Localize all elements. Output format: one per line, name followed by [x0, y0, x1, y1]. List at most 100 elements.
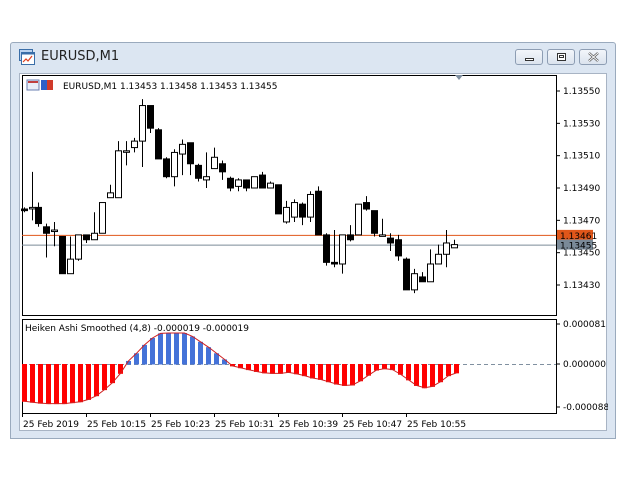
histogram-bar — [166, 333, 171, 365]
time-tick-label: 25 Feb 10:39 — [279, 420, 338, 430]
bid-price-label: 1.13455 — [560, 242, 597, 252]
bull-candle — [339, 234, 346, 265]
chart-window: EURUSD,M1 1.13550 1.13530 1.13510 1.13490 1.… — [10, 42, 616, 439]
histogram-bar — [310, 364, 315, 379]
histogram-bar — [142, 344, 147, 365]
price-tick-label: 1.13550 — [563, 87, 600, 97]
histogram-bar — [302, 364, 307, 377]
chart-template-icon[interactable] — [26, 79, 40, 91]
trade-panel-icon-blue[interactable] — [41, 80, 47, 90]
histogram-bar — [118, 364, 123, 374]
bear-candle — [35, 206, 42, 225]
title-bar[interactable]: EURUSD,M1 — [11, 43, 615, 71]
chart-canvas[interactable]: 1.13550 1.13530 1.13510 1.13490 1.13470 1.134… — [20, 74, 608, 432]
indicator-tick-label: 0.000081 — [563, 320, 606, 330]
histogram-bar — [222, 359, 227, 365]
close-button[interactable] — [579, 49, 607, 65]
price-tick-label: 1.13490 — [563, 184, 600, 194]
bear-candle — [21, 208, 28, 212]
bear-candle — [259, 174, 266, 189]
bull-candle — [115, 150, 122, 199]
time-tick-label: 25 Feb 10:55 — [407, 420, 466, 430]
minimize-button[interactable] — [515, 49, 543, 65]
bull-candle — [171, 151, 178, 178]
chart-shift-marker[interactable] — [455, 75, 463, 80]
histogram-bar — [158, 333, 163, 365]
bear-candle — [243, 179, 250, 189]
histogram-bar — [382, 364, 387, 370]
histogram-bar — [206, 347, 211, 365]
histogram-bar — [358, 364, 363, 382]
bull-candle — [123, 150, 130, 153]
bull-candle — [411, 273, 418, 291]
histogram-bar — [294, 364, 299, 375]
bull-candle — [211, 156, 218, 170]
histogram-bar — [278, 364, 283, 374]
bull-candle — [29, 206, 36, 210]
histogram-bar — [46, 364, 51, 405]
histogram-bar — [406, 364, 411, 381]
chart-template-icon-bar — [28, 81, 38, 83]
price-tick-label: 1.13450 — [563, 249, 600, 259]
bull-candle — [443, 242, 450, 255]
chart-window-icon — [19, 49, 35, 65]
bear-candle — [83, 234, 90, 241]
bull-candle — [435, 253, 442, 265]
bull-candle — [91, 232, 98, 241]
bear-candle — [43, 226, 50, 234]
histogram-bar — [62, 364, 67, 405]
price-tick-label: 1.13530 — [563, 119, 600, 129]
time-tick-label: 25 Feb 10:15 — [87, 420, 146, 430]
bear-candle — [147, 105, 154, 129]
bear-candle — [219, 163, 226, 173]
histogram-bar — [430, 364, 435, 387]
bull-candle — [131, 140, 138, 149]
histogram-bar — [422, 364, 427, 389]
trade-panel-icon-red[interactable] — [47, 80, 53, 90]
histogram-bar — [446, 364, 451, 377]
bull-candle — [451, 244, 458, 249]
restore-button[interactable] — [547, 49, 575, 65]
main-pane-border — [22, 75, 557, 316]
restore-icon-inner — [559, 55, 564, 58]
ask-price-badge — [557, 229, 593, 240]
bear-candle — [275, 184, 282, 215]
bear-candle — [163, 158, 170, 178]
histogram-bar — [198, 341, 203, 365]
bull-candle — [179, 143, 186, 155]
histogram-bar — [182, 333, 187, 365]
histogram-bar — [262, 364, 267, 374]
histogram-bar — [150, 337, 155, 365]
histogram-bar — [334, 364, 339, 385]
histogram-bar — [86, 364, 91, 400]
bear-candle — [187, 142, 194, 165]
price-tick-label: 1.13470 — [563, 216, 600, 226]
histogram-bar — [254, 364, 259, 372]
ask-price-label: 1.13461 — [560, 232, 597, 242]
price-tick-label: 1.13510 — [563, 152, 600, 162]
bid-price-badge — [557, 239, 593, 250]
indicator-histogram — [22, 332, 459, 405]
histogram-bar — [134, 353, 139, 365]
histogram-bar — [230, 364, 235, 367]
bull-candle — [379, 234, 386, 237]
candlestick-series — [21, 99, 458, 294]
bear-candle — [371, 210, 378, 234]
histogram-bar — [326, 364, 331, 383]
histogram-bar — [38, 364, 43, 404]
histogram-bar — [78, 364, 83, 403]
histogram-bar — [350, 364, 355, 386]
bear-candle — [227, 177, 234, 189]
histogram-bar — [30, 364, 35, 403]
chart-area[interactable]: 1.13550 1.13530 1.13510 1.13490 1.13470 1.134… — [19, 73, 608, 432]
histogram-bar — [246, 364, 251, 371]
window-title: EURUSD,M1 — [41, 49, 120, 64]
histogram-bar — [374, 364, 379, 371]
histogram-bar — [126, 360, 131, 365]
chart-header-ohlc: EURUSD,M1 1.13453 1.13458 1.13453 1.1345… — [63, 82, 277, 92]
indicator-tick-label: -0.000088 — [563, 403, 608, 413]
time-tick-label: 25 Feb 10:31 — [215, 420, 274, 430]
histogram-bar — [94, 364, 99, 397]
bull-candle — [235, 179, 242, 187]
histogram-bar — [174, 333, 179, 365]
